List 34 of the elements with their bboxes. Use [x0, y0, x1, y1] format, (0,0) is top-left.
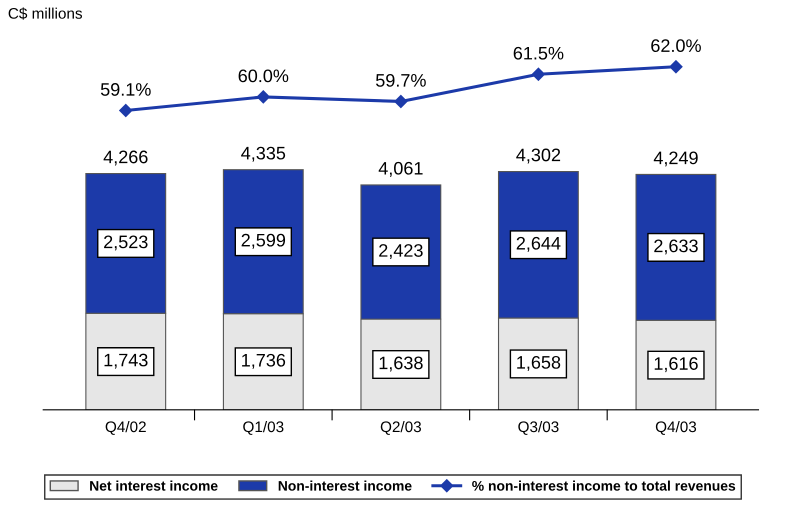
x-tick-label: Q1/03	[243, 420, 284, 435]
data-label: 59.7%	[376, 74, 426, 87]
legend-label: Net interest income	[90, 480, 218, 491]
data-label: 1,638	[380, 356, 423, 372]
data-label: 61.5%	[514, 46, 564, 60]
data-label: 62.0%	[651, 39, 701, 52]
legend-label: Non-interest income	[278, 480, 412, 491]
x-tick-label: Q4/02	[106, 420, 146, 435]
data-label: 2,523	[104, 235, 148, 250]
data-label: 60.0%	[238, 69, 288, 82]
point	[119, 104, 132, 118]
total-label: 4,249	[654, 151, 698, 166]
data-label: 1,658	[517, 356, 560, 371]
data-label: 2,633	[654, 239, 698, 254]
total-label: 4,266	[104, 150, 148, 166]
x-tick-label: Q3/03	[518, 420, 559, 435]
data-label: 2,423	[379, 244, 423, 259]
data-label: 1,736	[242, 354, 286, 369]
data-label: 1,616	[654, 357, 698, 372]
total-label: 4,335	[241, 146, 286, 162]
point	[256, 90, 270, 104]
data-label: 1,743	[104, 354, 148, 369]
x-tick-label: Q2/03	[380, 420, 421, 435]
point	[394, 94, 408, 108]
x-tick-label: Q4/03	[656, 420, 696, 435]
data-label: 2,644	[516, 236, 560, 252]
legend-label: % non-interest income to total revenues	[472, 480, 736, 491]
point	[532, 68, 545, 81]
data-label: 59.1%	[100, 83, 151, 96]
text: C$ millions	[8, 7, 82, 20]
data-label: 2,599	[242, 234, 286, 249]
total-label: 4,061	[378, 162, 423, 177]
total-label: 4,302	[516, 148, 560, 164]
point	[669, 60, 683, 74]
